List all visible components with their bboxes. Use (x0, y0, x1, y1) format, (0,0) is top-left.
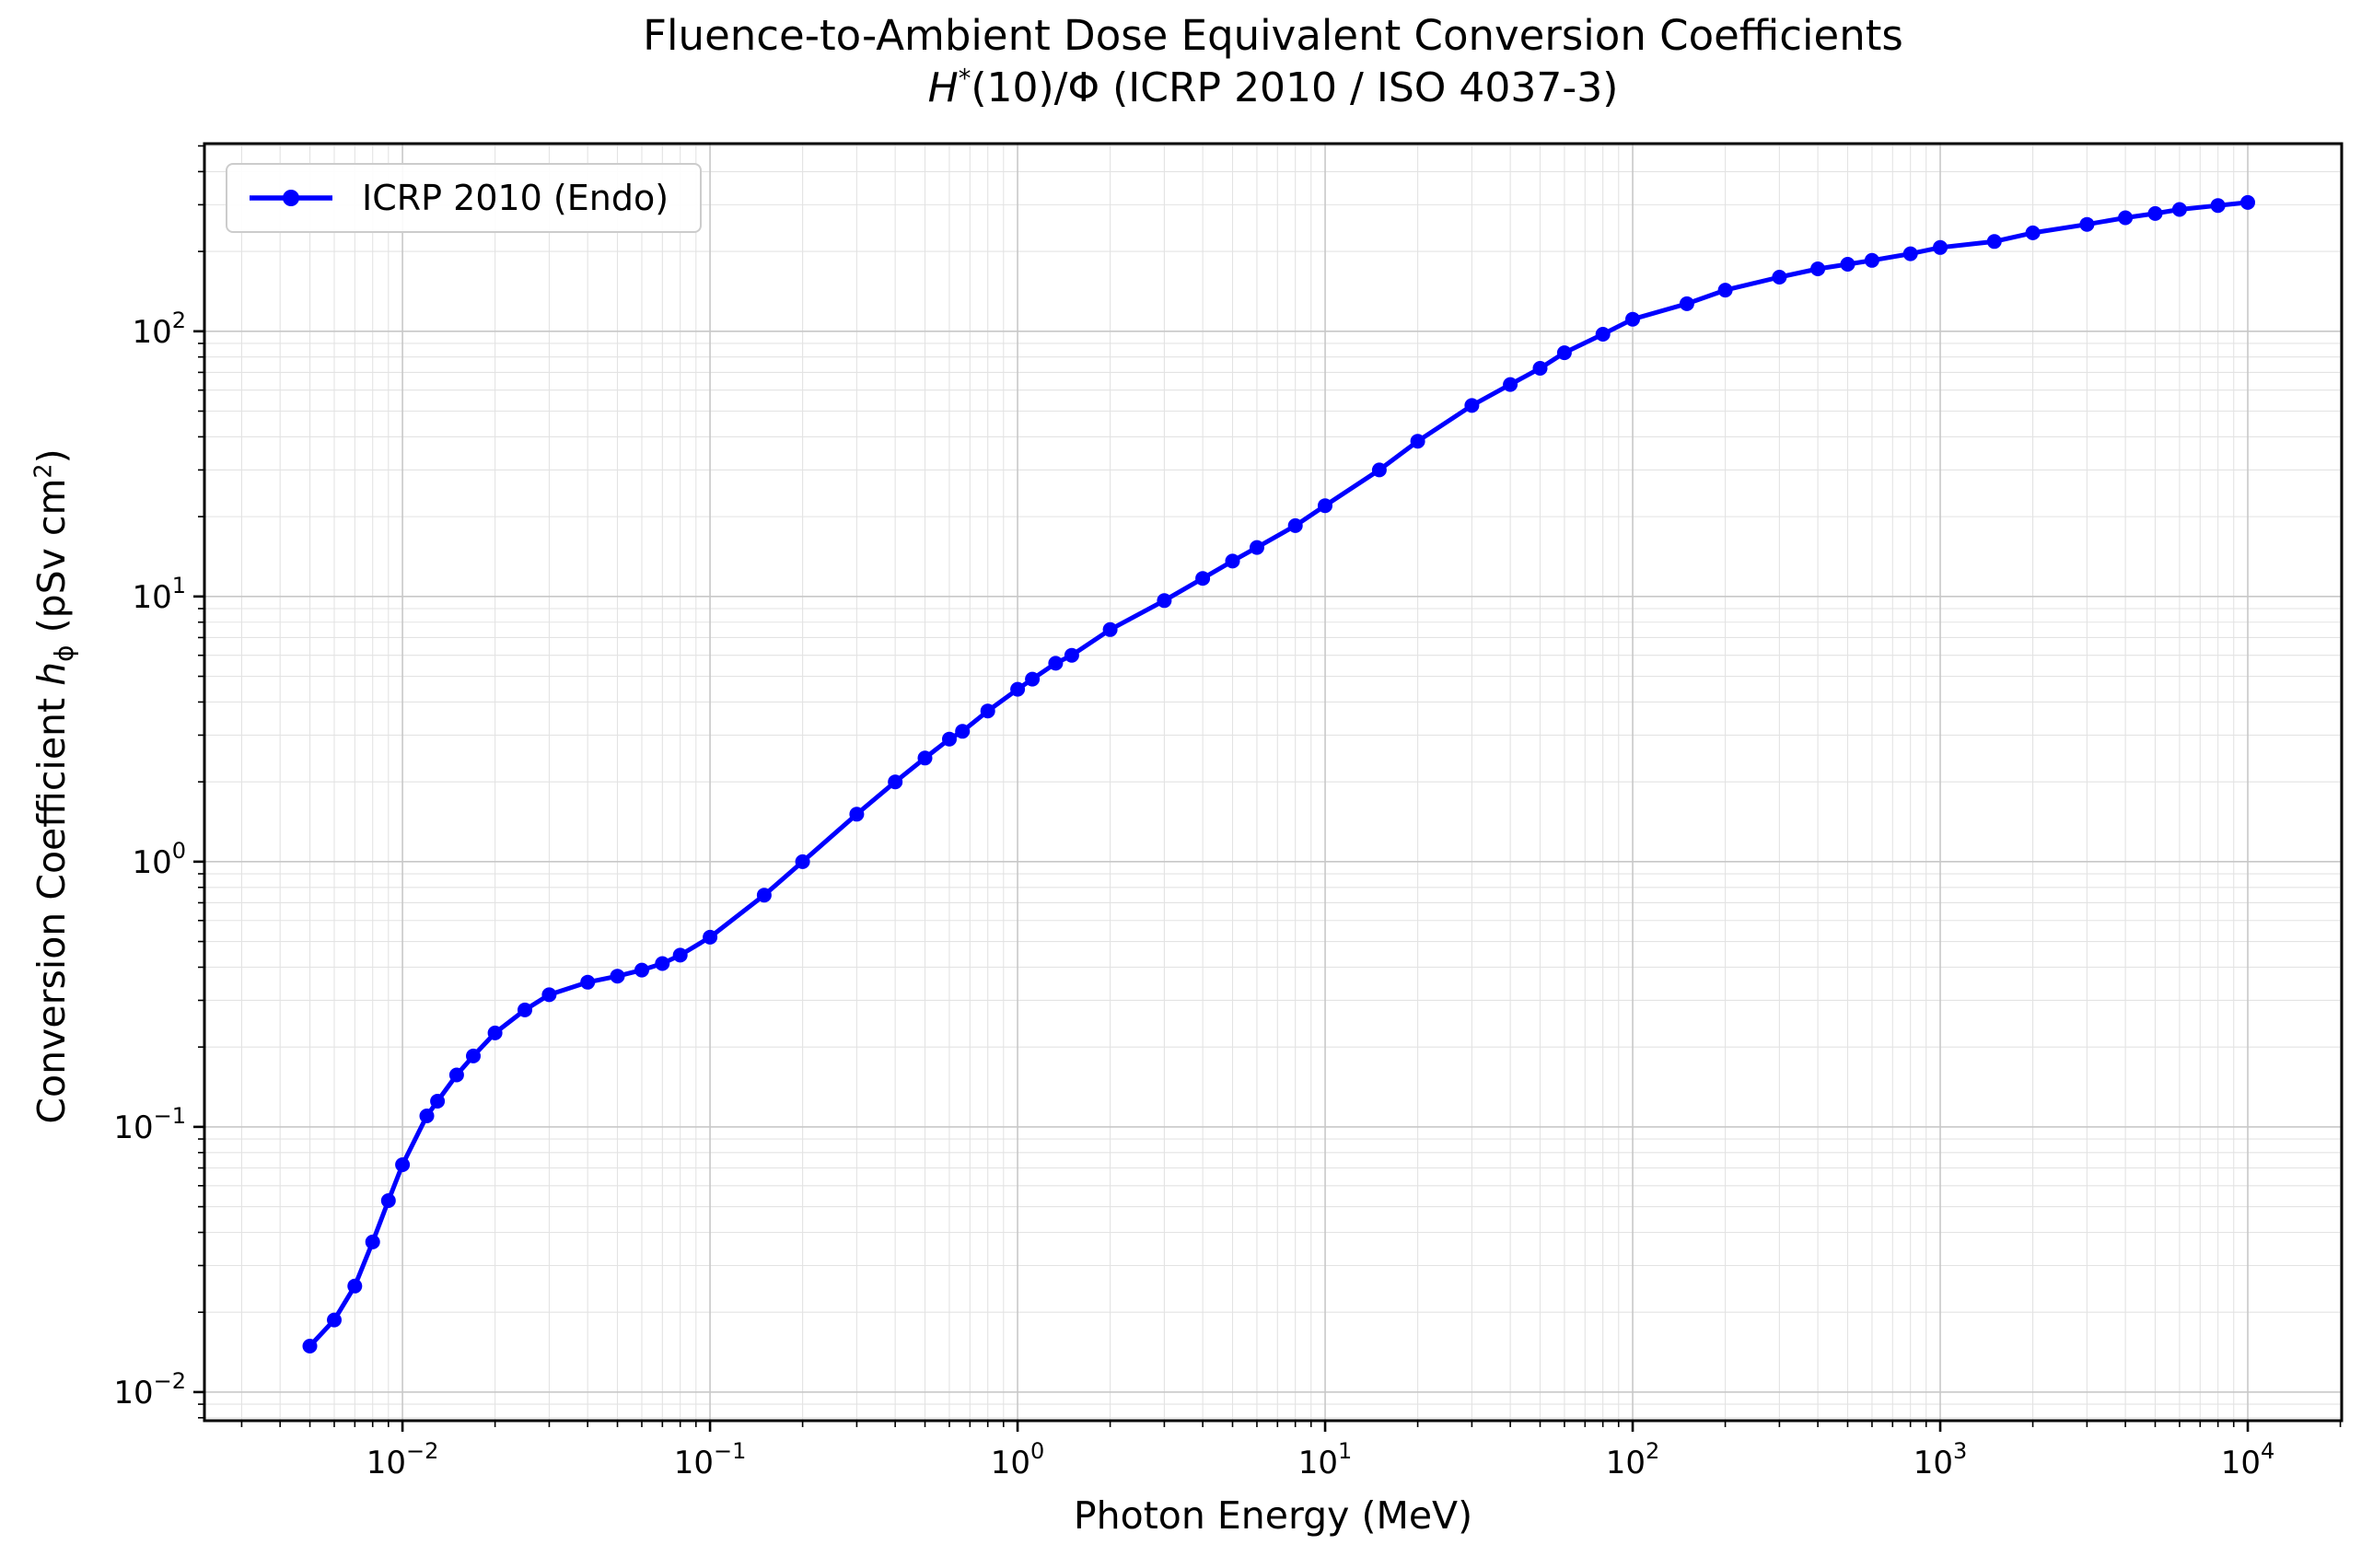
data-point (655, 956, 670, 971)
data-point (1410, 434, 1425, 449)
data-point (1532, 361, 1548, 376)
data-point (2079, 216, 2095, 232)
title-rest: (10)/Φ (ICRP 2010 / ISO 4037-3) (971, 64, 1619, 111)
title-math-h: H (927, 64, 959, 111)
data-point (1195, 571, 1211, 587)
chart-title: Fluence-to-Ambient Dose Equivalent Conve… (204, 9, 2342, 114)
chart-title-line1: Fluence-to-Ambient Dose Equivalent Conve… (643, 11, 1903, 60)
data-point (1157, 593, 1172, 609)
data-point (1102, 621, 1118, 637)
grid-major (204, 144, 2342, 1421)
axis-ticks (193, 145, 2342, 1432)
data-point (1064, 647, 1079, 663)
data-point (980, 703, 995, 719)
data-point (466, 1048, 481, 1063)
data-point (1625, 311, 1640, 327)
data-point (541, 987, 557, 1003)
x-tick-label: 104 (2221, 1438, 2275, 1481)
data-point (430, 1094, 446, 1109)
x-tick-label: 10−2 (366, 1438, 439, 1481)
grid-minor (204, 144, 2342, 1421)
data-point (672, 947, 688, 963)
data-point (1595, 327, 1611, 342)
data-point (1287, 517, 1303, 533)
data-point (1679, 296, 1694, 311)
data-point (2147, 205, 2163, 221)
data-point (1371, 462, 1387, 478)
x-tick-label: 102 (1606, 1438, 1660, 1481)
data-point (365, 1234, 380, 1249)
y-axis-label-mid: (pSv cm (29, 478, 74, 645)
x-axis-label: Photon Energy (MeV) (1073, 1493, 1473, 1538)
data-point (580, 974, 596, 990)
y-axis-label-sup-2: 2 (29, 463, 57, 479)
data-point (1772, 270, 1787, 285)
data-point (419, 1109, 435, 1123)
y-axis-label-h: h (29, 661, 74, 686)
data-point (1902, 246, 1918, 261)
data-point (302, 1339, 318, 1353)
data-point (518, 1002, 532, 1017)
data-point (448, 1067, 464, 1083)
data-point (634, 962, 649, 978)
data-point (1717, 283, 1733, 298)
chart-title-line2: H*(10)/Φ (ICRP 2010 / ISO 4037-3) (204, 63, 2342, 114)
data-point (610, 969, 625, 984)
data-point (2240, 194, 2255, 210)
data-point (1250, 540, 1264, 555)
y-axis-label-sub-phi: ϕ (49, 645, 80, 662)
y-tick-label: 10−2 (113, 1368, 186, 1411)
data-point (955, 724, 971, 739)
x-tick-label: 103 (1914, 1438, 1968, 1481)
x-tick-label: 10−1 (674, 1438, 747, 1481)
series-line (308, 200, 2251, 1349)
data-point (795, 854, 810, 869)
data-point (2171, 202, 2187, 217)
data-point (1010, 681, 1026, 697)
y-tick-label: 10−1 (113, 1103, 186, 1146)
data-point (1986, 234, 2002, 250)
data-point (1025, 671, 1041, 687)
y-axis-label: Conversion Coefficient hϕ (pSv cm2) (29, 409, 79, 1164)
data-point (1503, 377, 1518, 392)
data-point (487, 1025, 503, 1040)
y-tick-label: 102 (132, 308, 186, 351)
title-superscript: * (958, 64, 971, 93)
series-markers (302, 194, 2255, 1353)
legend-swatch (250, 190, 332, 206)
data-point (2210, 198, 2226, 214)
y-axis-label-post: ) (29, 448, 74, 464)
data-point (1840, 257, 1855, 272)
data-point (1556, 345, 1572, 361)
data-point (756, 888, 772, 903)
data-point (1810, 261, 1826, 276)
data-point (1225, 553, 1240, 569)
data-point (2025, 225, 2041, 240)
data-point (327, 1312, 342, 1328)
legend-label: ICRP 2010 (Endo) (362, 178, 669, 218)
data-point (849, 807, 865, 822)
data-point (1048, 656, 1064, 671)
data-point (703, 929, 718, 945)
data-point (1864, 252, 1879, 268)
y-axis-label-pre: Conversion Coefficient (29, 685, 74, 1124)
data-point (2118, 210, 2134, 226)
data-point (1464, 398, 1480, 413)
data-point (888, 774, 903, 790)
legend: ICRP 2010 (Endo) (226, 163, 703, 233)
data-point (347, 1278, 363, 1294)
data-point (917, 750, 933, 766)
x-tick-label: 100 (991, 1438, 1045, 1481)
y-tick-label: 101 (132, 573, 186, 616)
x-tick-label: 101 (1298, 1438, 1353, 1481)
data-point (380, 1193, 396, 1208)
data-point (395, 1157, 411, 1172)
data-point (1933, 239, 1948, 255)
y-tick-label: 100 (132, 838, 186, 881)
data-point (1318, 498, 1332, 514)
legend-swatch-marker (283, 190, 299, 206)
data-point (942, 731, 957, 747)
